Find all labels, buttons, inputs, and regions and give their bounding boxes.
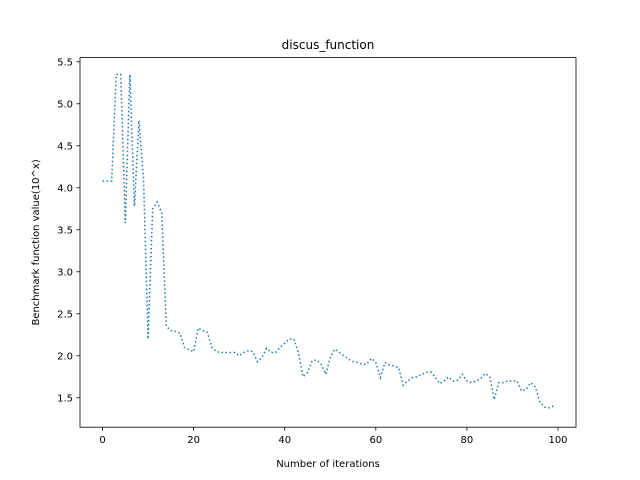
- x-tick-label: 20: [187, 435, 200, 446]
- x-tick-label: 80: [461, 435, 474, 446]
- y-tick-label: 4.5: [57, 141, 73, 152]
- x-axis: 0 20 40 60 80 100: [99, 427, 568, 446]
- plot-frame: [79, 57, 577, 428]
- x-tick-label: 0: [99, 435, 105, 446]
- y-tick-label: 3.5: [57, 225, 73, 236]
- x-tick-label: 100: [548, 435, 567, 446]
- chart-title: discus_function: [282, 38, 375, 52]
- x-tick-label: 60: [369, 435, 382, 446]
- y-axis: 1.5 2.0 2.5 3.0 3.5 4.0 4.5 5.0 5.5: [57, 57, 80, 404]
- y-axis-label: Benchmark function value(10^x): [31, 159, 42, 325]
- y-tick-label: 1.5: [57, 393, 73, 404]
- y-tick-label: 5.0: [57, 99, 73, 110]
- y-tick-label: 5.5: [57, 57, 73, 68]
- series-line: [102, 73, 554, 409]
- y-tick-label: 4.0: [57, 183, 73, 194]
- y-tick-label: 2.5: [57, 309, 73, 320]
- series-line-group: [102, 73, 554, 409]
- x-tick-label: 40: [278, 435, 291, 446]
- y-tick-label: 3.0: [57, 267, 73, 278]
- x-axis-label: Number of iterations: [276, 459, 380, 470]
- y-tick-label: 2.0: [57, 351, 73, 362]
